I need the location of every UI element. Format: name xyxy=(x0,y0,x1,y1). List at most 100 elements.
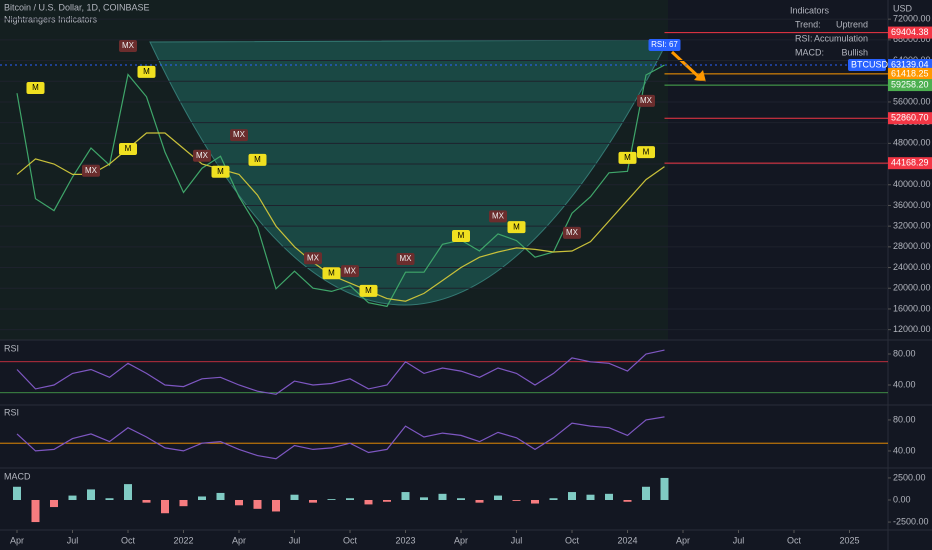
signal-label: M xyxy=(458,231,465,240)
level-label: 59258.20 xyxy=(891,79,929,89)
histogram-bar xyxy=(660,477,669,500)
histogram-bar xyxy=(161,500,169,514)
histogram-bar xyxy=(327,499,336,500)
signal-marker xyxy=(119,143,137,156)
signal-label: MX xyxy=(233,130,246,139)
series-line xyxy=(16,416,665,460)
indicator-key: MACD: xyxy=(795,47,824,57)
histogram-bar xyxy=(87,489,95,500)
y-tick-label: 24000.00 xyxy=(893,262,931,272)
level-label: 52860.70 xyxy=(891,113,929,123)
signal-marker xyxy=(637,146,655,159)
chart-title: Bitcoin / U.S. Dollar, 1D, COINBASE xyxy=(4,2,150,12)
level-label: 61418.25 xyxy=(891,68,929,78)
signal-marker xyxy=(489,210,507,223)
histogram-bar xyxy=(179,500,188,507)
x-tick-label: Apr xyxy=(676,535,690,545)
y-tick-label: 16000.00 xyxy=(893,303,931,313)
level-label-bg xyxy=(888,67,932,80)
signal-marker xyxy=(248,153,267,166)
level-label-bg xyxy=(888,157,932,170)
histogram-bar xyxy=(235,500,243,506)
y-tick-label: 32000.00 xyxy=(893,221,931,231)
histogram-bar xyxy=(309,500,317,503)
x-tick-label: Jul xyxy=(67,535,79,545)
histogram-bar xyxy=(272,500,280,512)
histogram-bar xyxy=(549,498,558,500)
signal-label: M xyxy=(513,222,520,231)
signal-marker xyxy=(82,164,100,177)
y-tick-label: 20000.00 xyxy=(893,283,931,293)
indicator-key: RSI: xyxy=(795,33,813,43)
signal-marker xyxy=(304,252,322,265)
y-tick-label: 12000.00 xyxy=(893,324,931,334)
signal-label: M xyxy=(143,67,150,76)
histogram-bar xyxy=(438,493,447,500)
series-line xyxy=(16,64,665,308)
histogram-bar xyxy=(13,486,21,500)
signal-marker xyxy=(507,221,526,234)
y-tick-label: 80.00 xyxy=(893,414,916,424)
histogram-bar xyxy=(346,498,354,500)
histogram-bar xyxy=(383,500,391,502)
signal-marker xyxy=(563,226,581,239)
histogram-bar xyxy=(31,500,40,523)
level-label: 63139.04 xyxy=(891,59,929,69)
y-tick-label: -2500.00 xyxy=(893,516,929,526)
indicator-value: Uptrend xyxy=(836,19,868,29)
signal-marker xyxy=(359,284,378,297)
histogram-bar xyxy=(586,494,595,500)
histogram-bar xyxy=(290,494,299,500)
histogram-bar xyxy=(642,486,650,500)
x-tick-label: Jul xyxy=(733,535,745,545)
x-tick-label: Oct xyxy=(343,535,358,545)
histogram-bar xyxy=(124,484,132,500)
y-tick-label: 68000.00 xyxy=(893,34,931,44)
rsi-badge: RSI: 67 xyxy=(651,40,678,49)
signal-label: MX xyxy=(640,96,653,105)
histogram-bar xyxy=(512,500,521,501)
signal-marker xyxy=(137,65,156,78)
x-tick-label: Apr xyxy=(10,535,24,545)
legend-bg xyxy=(848,59,886,72)
indicator-value: Bullish xyxy=(841,47,868,57)
x-tick-label: Oct xyxy=(787,535,802,545)
x-tick-label: Jul xyxy=(511,535,523,545)
signal-label: MX xyxy=(400,254,413,263)
signal-marker xyxy=(341,265,359,278)
y-tick-label: 40000.00 xyxy=(893,179,931,189)
signal-label: M xyxy=(624,153,631,162)
signal-label: MX xyxy=(196,151,209,160)
y-tick-label: 48000.00 xyxy=(893,138,931,148)
histogram-bar xyxy=(457,498,465,500)
histogram-bar xyxy=(142,500,151,503)
histogram-bar xyxy=(364,500,373,505)
indicator-key: Trend: xyxy=(795,19,821,29)
y-tick-label: 36000.00 xyxy=(893,200,931,210)
signal-label: MX xyxy=(492,211,505,220)
histogram-bar xyxy=(475,500,484,503)
y-tick-label: 40.00 xyxy=(893,445,916,455)
signal-label: M xyxy=(643,147,650,156)
indicators-title: Indicators xyxy=(790,5,830,15)
histogram-bar xyxy=(623,500,632,502)
x-tick-label: 2024 xyxy=(617,535,637,545)
histogram-bar xyxy=(531,500,539,504)
histogram-bar xyxy=(198,496,206,500)
rsi-badge-bg xyxy=(648,39,681,52)
x-tick-label: Apr xyxy=(454,535,468,545)
y-tick-label: 56000.00 xyxy=(893,96,931,106)
histogram-bar xyxy=(253,500,262,509)
histogram-bar xyxy=(568,492,576,500)
level-label-bg xyxy=(888,79,932,92)
signal-marker xyxy=(193,149,211,162)
y-tick-label: 80.00 xyxy=(893,348,916,358)
histogram-bar xyxy=(216,492,225,500)
y-tick-label: 0.00 xyxy=(893,494,911,504)
x-tick-label: 2022 xyxy=(173,535,193,545)
signal-marker xyxy=(26,81,45,94)
signal-marker xyxy=(637,94,655,107)
histogram-bar xyxy=(401,492,410,500)
